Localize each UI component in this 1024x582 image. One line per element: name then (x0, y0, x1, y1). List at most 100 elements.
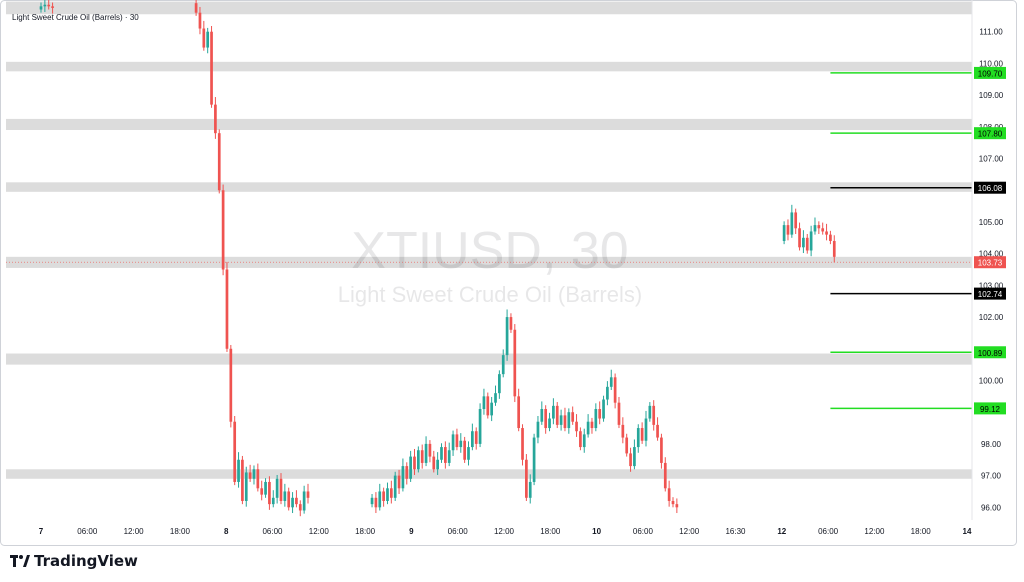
candle-body (509, 317, 513, 330)
level-price-text: 100.89 (978, 349, 1003, 358)
x-tick-label: 06:00 (633, 527, 654, 536)
candle-body (671, 500, 675, 505)
y-tick-label: 104.00 (979, 250, 1004, 259)
candle-body (540, 409, 544, 422)
y-tick-label: 97.00 (981, 472, 1002, 481)
level-price-tag (974, 402, 1006, 415)
candle-body (786, 225, 790, 235)
candle-body (486, 396, 490, 416)
time-axis[interactable]: 7 06:00 12:00 18:00 8 06:00 12:00 18:00 9 06:00 12… (39, 527, 972, 536)
candle-body (271, 497, 275, 505)
candle-body (43, 4, 47, 7)
candle-body (482, 396, 486, 410)
x-tick-label: 16:30 (725, 527, 746, 536)
candle-body (436, 459, 439, 470)
candle-body (478, 409, 482, 444)
candle-body (633, 447, 636, 467)
candle-body (39, 6, 43, 10)
candle-body (532, 437, 536, 482)
level-price-tag (974, 287, 1006, 300)
candle-body (525, 459, 528, 498)
candle-body (513, 329, 517, 397)
candle-body (636, 428, 640, 448)
candle-body (829, 234, 832, 241)
candle-body (590, 421, 594, 429)
y-tick-label: 109.00 (979, 91, 1004, 100)
candle-body (198, 12, 202, 29)
level-price-text: 109.70 (978, 69, 1003, 78)
candle-body (656, 424, 659, 438)
candle-body (474, 431, 478, 444)
level-price-text: 102.74 (978, 290, 1003, 299)
candle-body (559, 415, 563, 425)
candle-body (401, 466, 405, 489)
candle-body (202, 28, 206, 48)
x-tick-label: 8 (224, 527, 229, 536)
candle-body (629, 453, 632, 467)
candle-body (798, 228, 801, 248)
candle-body (660, 437, 663, 463)
candle-body (378, 491, 382, 508)
candle-body (237, 459, 240, 482)
candle-body (794, 212, 798, 229)
candle-body (521, 428, 524, 460)
candle-body (548, 418, 551, 429)
candle-body (552, 405, 555, 419)
candle-body (424, 443, 428, 463)
candle-body (567, 412, 571, 429)
candle-body (586, 421, 590, 435)
x-tick-label: 18:00 (911, 527, 932, 536)
candle-body (397, 475, 401, 489)
price-axis[interactable]: 111.00110.00109.00108.00107.00105.00104.… (979, 28, 1004, 513)
candle-body (832, 240, 836, 257)
candle-body (582, 434, 586, 448)
candle-body (813, 225, 817, 232)
x-tick-label: 06:00 (818, 527, 839, 536)
y-tick-label: 103.00 (979, 281, 1004, 290)
level-price-text: 106.08 (978, 184, 1003, 193)
candle-body (295, 497, 298, 505)
candle-body (613, 377, 617, 403)
y-tick-label: 107.00 (979, 155, 1004, 164)
candle-body (571, 412, 575, 422)
x-tick-label: 10 (592, 527, 601, 536)
candle-body (264, 481, 267, 495)
candle-body (210, 31, 213, 105)
candle-body (821, 228, 825, 232)
candle-body (451, 434, 455, 451)
candle-body (782, 225, 786, 241)
candle-body (241, 459, 244, 501)
level-price-labels: 109.70 107.80 106.08 102.74 100.89 99.12 103.7… (974, 66, 1006, 415)
y-tick-label: 100.00 (979, 376, 1004, 385)
candles (39, 0, 836, 517)
candle-body (393, 475, 397, 498)
candle-body (805, 237, 809, 251)
candle-body (244, 472, 248, 501)
candle-body (225, 269, 229, 349)
chart-legend-title: Light Sweet Crude Oil (Barrels) · 30 (12, 13, 139, 22)
candle-body (287, 491, 291, 508)
price-zone (6, 353, 972, 365)
candle-body (455, 434, 459, 448)
candle-body (405, 466, 409, 479)
price-zone (6, 118, 972, 130)
candle-body (233, 421, 237, 482)
candle-body (528, 481, 532, 498)
candle-body (621, 424, 625, 438)
x-tick-label: 06:00 (262, 527, 283, 536)
level-lines (6, 72, 972, 410)
x-tick-label: 7 (39, 527, 44, 536)
candle-body (617, 402, 621, 425)
candle-body (563, 415, 567, 429)
candle-body (47, 4, 51, 7)
brand[interactable]: TradingView (10, 552, 138, 570)
candle-body (501, 355, 505, 375)
x-tick-label: 9 (409, 527, 414, 536)
x-tick-label: 12:00 (124, 527, 145, 536)
price-zone (6, 61, 972, 72)
candle-body (544, 409, 548, 429)
candle-body (268, 481, 271, 505)
candle-body (625, 437, 629, 454)
last-price-tag (974, 256, 1006, 269)
